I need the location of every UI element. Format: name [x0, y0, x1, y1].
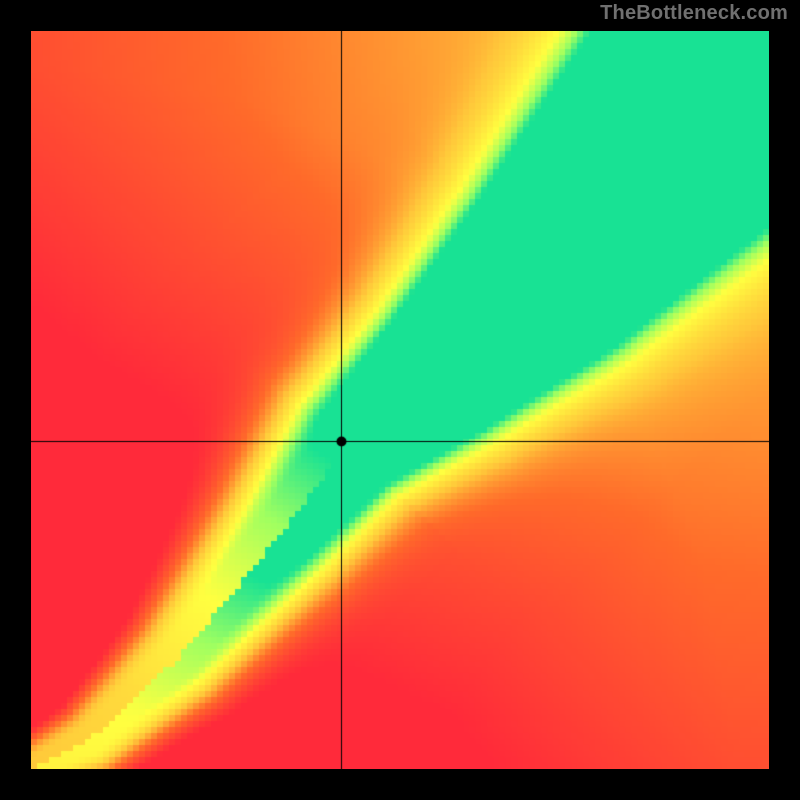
watermark-text: TheBottleneck.com: [600, 2, 788, 25]
chart-frame: TheBottleneck.com: [0, 0, 800, 800]
heatmap-plot: [31, 31, 769, 769]
heatmap-canvas: [31, 31, 769, 769]
